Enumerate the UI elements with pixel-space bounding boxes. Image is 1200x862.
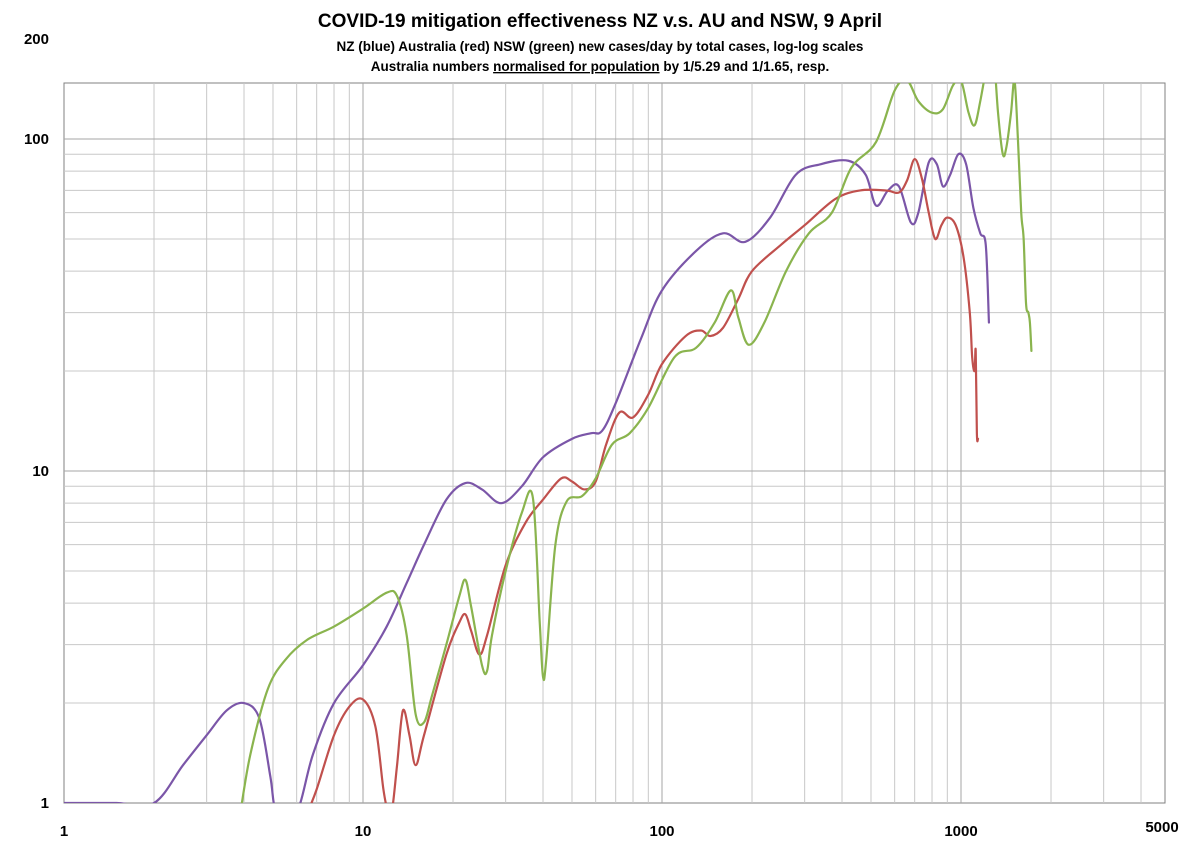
chart-subtitle-line2: Australia numbers normalised for populat… — [371, 59, 829, 74]
chart-title: COVID-19 mitigation effectiveness NZ v.s… — [318, 11, 882, 32]
y-tick-label: 100 — [24, 131, 49, 148]
y-tick-label: 10 — [32, 463, 49, 480]
chart-subtitle-line1: NZ (blue) Australia (red) NSW (green) ne… — [337, 39, 864, 54]
x-tick-label: 5000 — [1145, 819, 1178, 836]
subtitle-line2-prefix: Australia numbers — [371, 59, 493, 74]
tick-labels: 1 10 100 1000 5000 1 10 100 200 — [24, 31, 1179, 840]
y-tick-label: 1 — [41, 795, 49, 812]
series-line-2 — [310, 157, 980, 803]
x-tick-label: 10 — [355, 823, 372, 840]
x-tick-label: 100 — [649, 823, 674, 840]
subtitle-line2-underlined: normalised for population — [493, 59, 660, 74]
subtitle-line2-suffix: by 1/5.29 and 1/1.65, resp. — [660, 59, 830, 74]
y-tick-label: 200 — [24, 31, 49, 48]
series-line-3 — [240, 83, 1033, 803]
series-group — [64, 83, 1033, 803]
x-tick-label: 1 — [60, 823, 68, 840]
x-tick-label: 1000 — [944, 823, 977, 840]
gridlines — [64, 83, 1165, 803]
series-line-1 — [64, 152, 991, 803]
